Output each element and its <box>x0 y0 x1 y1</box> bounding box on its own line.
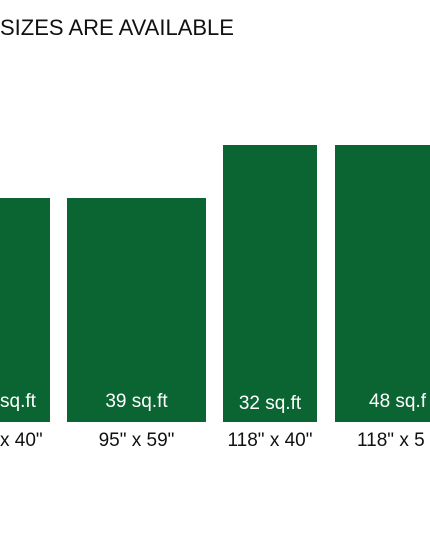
size-panel <box>0 198 50 422</box>
dimension-label: 118" x 5 <box>357 430 425 451</box>
dimension-label: 95" x 59" <box>98 430 175 451</box>
size-panel <box>67 198 206 422</box>
area-label: 48 sq.f <box>369 391 427 412</box>
size-panel <box>223 145 317 422</box>
dimension-label: 118" x 40" <box>227 430 313 451</box>
area-label: sq.ft <box>0 391 36 412</box>
title: SIZES ARE AVAILABLE <box>0 15 234 40</box>
size-panel <box>335 145 430 422</box>
dimension-label: x 40" <box>0 430 43 451</box>
area-label: 32 sq.ft <box>238 393 302 414</box>
area-label: 39 sq.ft <box>105 391 168 412</box>
